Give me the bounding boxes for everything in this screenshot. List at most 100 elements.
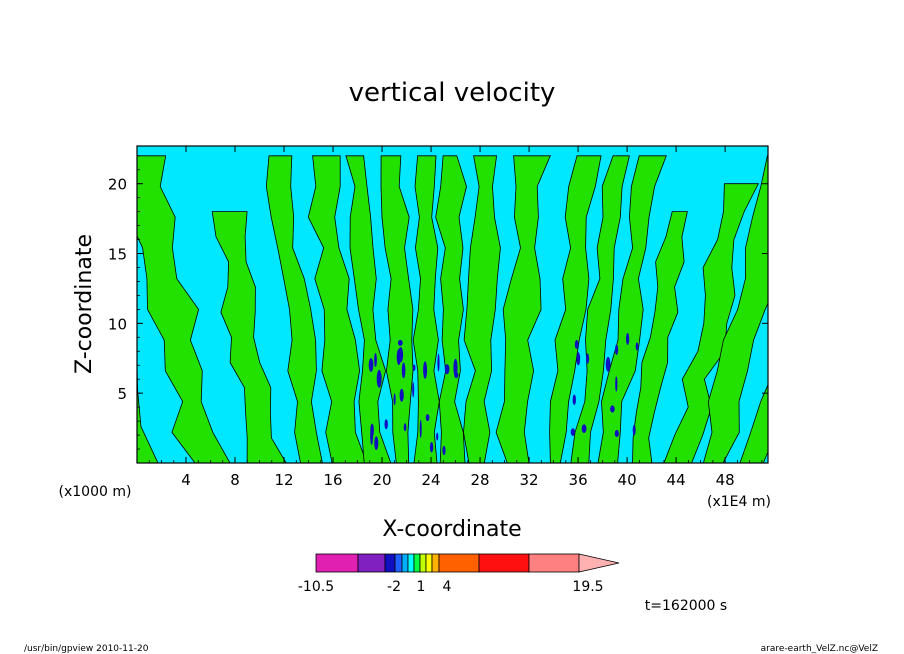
contour-blob — [399, 388, 404, 402]
x-tick-label: 16 — [323, 471, 342, 489]
x-tick-label: 28 — [471, 471, 490, 489]
contour-blob — [384, 419, 388, 430]
contour-blob — [412, 364, 416, 371]
colorbar-label: 1 — [417, 579, 426, 595]
y-tick-label: 20 — [108, 176, 127, 194]
plot-frame — [136, 145, 769, 464]
x-unit-right: (x1E4 m) — [707, 494, 771, 510]
colorbar-swatch — [357, 553, 386, 573]
contour-blob — [419, 419, 422, 438]
colorbar — [315, 553, 620, 573]
x-tick-label: 40 — [618, 471, 637, 489]
colorbar-swatch — [413, 553, 421, 573]
contour-blob — [396, 349, 401, 365]
x-tick-label: 32 — [520, 471, 539, 489]
y-axis-ticks: 5 10 15 20 — [108, 155, 768, 450]
contour-band — [570, 155, 630, 463]
colorbar-label: 4 — [443, 579, 452, 595]
colorbar-swatch — [528, 553, 580, 573]
contour-blob — [572, 394, 576, 406]
y-tick-label: 15 — [108, 246, 127, 264]
contour-blob — [425, 414, 430, 422]
colorbar-swatch — [431, 553, 440, 573]
colorbar-label: -2 — [387, 579, 401, 595]
contour-blob — [453, 358, 458, 377]
contour-band — [549, 155, 602, 463]
x-tick-label: 12 — [274, 471, 293, 489]
contour-blob — [570, 428, 576, 436]
x-tick-label: 4 — [181, 471, 191, 489]
contour-blob — [401, 362, 406, 379]
colorbar-swatch — [419, 553, 427, 573]
colorbar-swatch — [438, 553, 480, 573]
y-tick-label: 10 — [108, 315, 127, 333]
colorbar-swatch — [425, 553, 433, 573]
contour-band — [435, 155, 467, 463]
x-tick-label: 44 — [667, 471, 686, 489]
x-tick-label: 36 — [569, 471, 588, 489]
contour-band — [663, 183, 760, 463]
contour-blob — [442, 445, 446, 456]
contour-band — [380, 155, 414, 463]
contour-blob — [423, 361, 428, 379]
colorbar-swatch — [407, 553, 415, 573]
contour-blob — [403, 423, 407, 432]
footer-left: /usr/bin/gpview 2010-11-20 — [24, 644, 149, 654]
contour-band — [412, 155, 440, 463]
contour-blob — [437, 353, 440, 372]
colorbar-arrow — [578, 553, 620, 573]
colorbar-label: -10.5 — [298, 579, 334, 595]
x-axis-label: X-coordinate — [382, 517, 521, 542]
contour-blob — [376, 369, 382, 388]
contour-band — [495, 155, 551, 463]
contour-band — [307, 155, 368, 463]
plot-area — [136, 145, 769, 464]
contour-blob — [574, 339, 579, 349]
chart-title: vertical velocity — [349, 78, 556, 108]
x-axis-ticks: 4 8 12 16 20 24 28 32 36 40 44 48 — [148, 146, 763, 489]
contour-blob — [429, 442, 434, 453]
colorbar-swatch — [478, 553, 530, 573]
contour-blob — [614, 429, 619, 438]
x-tick-label: 24 — [422, 471, 441, 489]
contour-bands — [137, 155, 768, 463]
colorbar-label: 19.5 — [572, 579, 603, 595]
contour-blob — [626, 332, 630, 345]
x-tick-label: 20 — [373, 471, 392, 489]
contour-band — [265, 155, 323, 463]
colorbar-swatch — [315, 553, 359, 573]
colorbar-swatch — [384, 553, 396, 573]
contour-blob — [374, 353, 377, 367]
contour-blob — [368, 358, 374, 372]
contour-blob — [370, 423, 374, 437]
time-label: t=162000 s — [645, 598, 727, 614]
contour-band — [137, 155, 231, 463]
contour-band — [702, 155, 768, 463]
contour-blob — [397, 339, 403, 346]
contour-blob — [605, 357, 611, 372]
colorbar-labels: -10.5 -2 1 4 19.5 — [298, 579, 604, 595]
contour-blob — [436, 432, 439, 441]
contour-blob — [444, 364, 450, 375]
y-axis-label: Z-coordinate — [72, 234, 97, 374]
contour-blob — [615, 376, 618, 392]
contour-band — [211, 211, 287, 463]
contour-blob — [635, 342, 639, 351]
colorbar-swatch — [394, 553, 403, 573]
contour-blob — [610, 405, 615, 413]
contour-blob — [615, 344, 619, 356]
contour-band — [739, 383, 768, 463]
contour-blob — [374, 436, 379, 450]
contour-blob — [632, 424, 636, 436]
contour-blob — [393, 393, 396, 406]
contour-band — [463, 155, 501, 463]
contour-band — [632, 211, 688, 463]
y-tick-label: 5 — [117, 385, 127, 403]
footer-right: arare-earth_VelZ.nc@VelZ — [761, 644, 878, 654]
x-unit-left: (x1000 m) — [59, 484, 132, 500]
contour-blob — [576, 352, 581, 366]
contour-blob — [586, 353, 590, 364]
contour-blob — [581, 424, 587, 433]
x-tick-label: 48 — [716, 471, 735, 489]
